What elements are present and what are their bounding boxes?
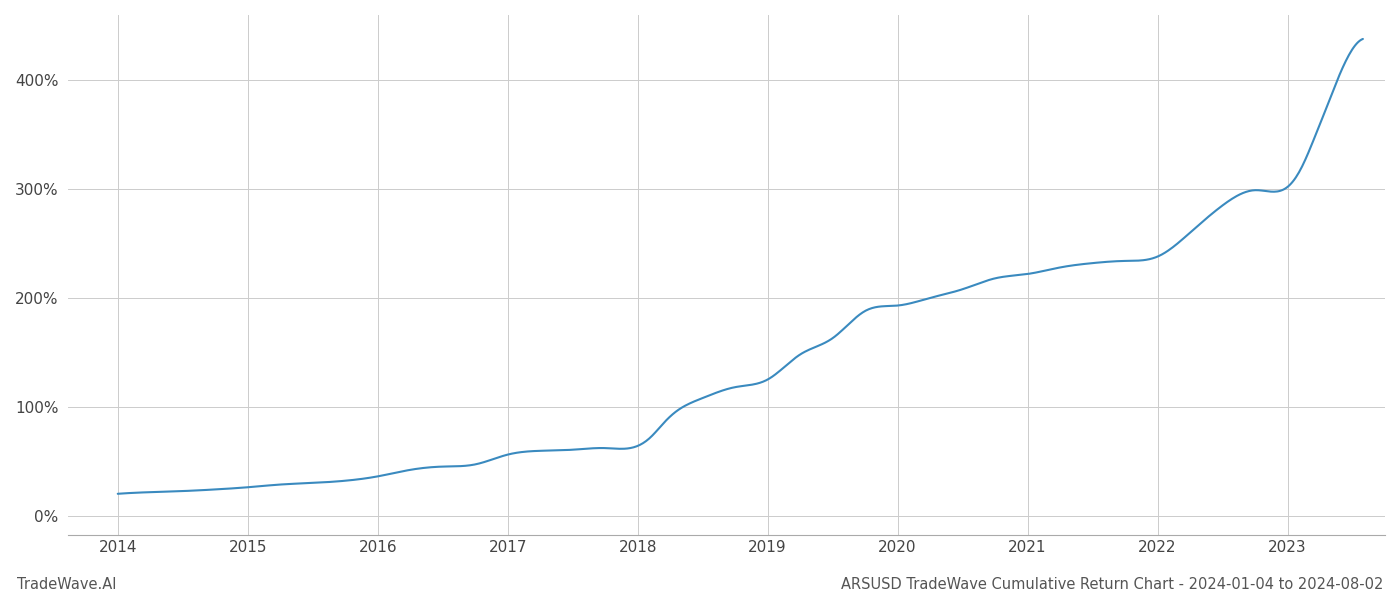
Text: ARSUSD TradeWave Cumulative Return Chart - 2024-01-04 to 2024-08-02: ARSUSD TradeWave Cumulative Return Chart… xyxy=(841,577,1383,592)
Text: TradeWave.AI: TradeWave.AI xyxy=(17,577,116,592)
